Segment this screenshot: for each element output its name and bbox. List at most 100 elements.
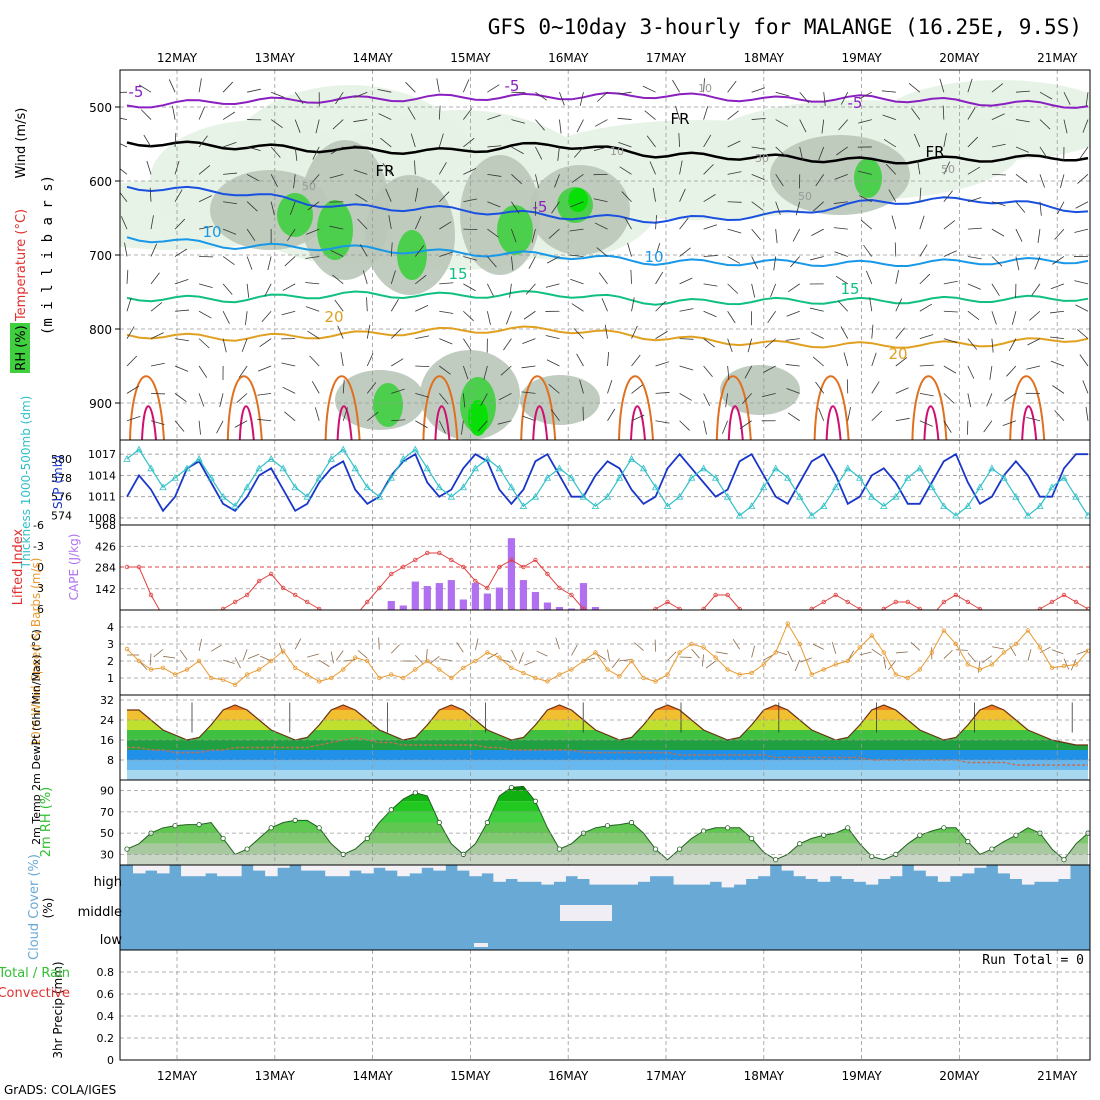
wind-barb [281, 310, 296, 316]
wind-barb [955, 649, 968, 651]
wind-barb [678, 132, 680, 147]
wind-barb [727, 365, 730, 380]
high-cloud-gap [949, 865, 963, 877]
wind-barb [859, 195, 872, 203]
temperature-label: Temperature (°C) [14, 209, 29, 322]
wind-barb [486, 311, 491, 325]
high-cloud-gap [301, 865, 314, 871]
wind-speed-point [1025, 628, 1031, 633]
lifted-index-point [618, 621, 622, 625]
high-cloud-gap [541, 865, 554, 885]
thickness-point [435, 483, 443, 491]
wind-barb [198, 310, 212, 319]
temp-band [127, 705, 1088, 710]
wind-barb [535, 91, 548, 101]
thickness-tick-label: 580 [51, 453, 72, 466]
wind-barb [1015, 174, 1028, 184]
wind-barb [618, 142, 632, 148]
temperature-line [127, 704, 1088, 746]
wind-barb [414, 245, 425, 257]
wind-speed-point [449, 675, 454, 681]
lifted-index-point [557, 585, 562, 591]
wind-barb [305, 256, 320, 259]
wind-barb [1077, 174, 1089, 184]
lifted-index-point [798, 614, 802, 618]
wind-barb [939, 78, 945, 93]
wind-barb [439, 365, 451, 375]
wind-speed-point [124, 646, 130, 652]
lifted-index-point [136, 564, 142, 570]
wind-barb [630, 269, 632, 284]
high-cloud-gap [925, 865, 939, 877]
thickness-point [447, 492, 456, 500]
wind-barb [315, 119, 320, 134]
high-cloud-gap [637, 865, 651, 882]
high-cloud-gap [457, 865, 470, 871]
thickness-point [363, 483, 371, 491]
wind-barb [611, 658, 620, 669]
rh-point [700, 828, 707, 834]
wind-barb [1085, 92, 1089, 107]
wind-barb [607, 352, 609, 367]
wind-barb [463, 256, 477, 261]
wind-barb [198, 225, 213, 230]
thickness-point [231, 502, 239, 510]
lifted-index-point [870, 614, 874, 618]
wind-barb [967, 107, 976, 120]
high-cloud-gap [841, 865, 855, 879]
thickness-point [351, 464, 359, 472]
wind-barb [246, 228, 256, 241]
li-ticks: -6 -3 0 3 6 142 284 426 568 [33, 519, 116, 616]
wind-barb [198, 420, 201, 435]
rh-point [652, 846, 659, 852]
wind-barb [405, 81, 416, 93]
cape-bar [591, 607, 600, 610]
top-date-label: 19MAY [841, 51, 882, 65]
thickness-point [291, 483, 299, 491]
wind-barb [126, 326, 135, 339]
high-cloud-gap [601, 865, 615, 885]
lifted-index-point [665, 599, 670, 605]
wind-speed-point [557, 672, 562, 677]
wind-speed-point [292, 665, 298, 670]
thickness-point [735, 511, 744, 519]
wind-barb [294, 91, 304, 104]
wind-barb [986, 393, 993, 407]
wind-barb [794, 659, 801, 672]
surface-contour [1021, 405, 1038, 440]
top-date-axis: 12MAY 13MAY 14MAY 15MAY 16MAY 17MAY 18MAY 19MAY… [157, 51, 1078, 65]
lifted-index-point [750, 614, 754, 618]
low-cloud-gap [474, 943, 488, 947]
wind-barb [617, 117, 632, 120]
contour-label: -5 [129, 83, 144, 101]
wind-barb [487, 114, 501, 120]
wind-tick-label: 4 [107, 621, 114, 634]
high-cloud-gap [385, 865, 398, 871]
wind-barb [619, 659, 632, 662]
lifted-index-point [401, 564, 406, 570]
wind-barb [511, 174, 522, 185]
wind-barb [294, 638, 302, 650]
lifted-index-point [965, 599, 971, 605]
rh-tick-label: 30 [100, 848, 114, 861]
wind-barb [198, 135, 208, 148]
precip-grid [120, 950, 1090, 1060]
wind-barb [415, 335, 430, 340]
wind-barb [775, 146, 787, 157]
wind-speed-point [689, 641, 694, 647]
wind-barb [511, 228, 517, 243]
rh-point [364, 835, 370, 842]
wind-barb [439, 338, 453, 345]
wind-barb [511, 119, 526, 124]
lifted-index-point [280, 585, 286, 591]
wind-barb [222, 256, 235, 265]
wind-barb [487, 228, 499, 238]
run-total: Run Total = 0 [982, 953, 1084, 968]
wind-barb [535, 119, 545, 131]
cape-bar [435, 583, 443, 610]
wind-speed-point [473, 658, 478, 664]
pressure-tick-label: 700 [89, 249, 112, 263]
wind-barb [150, 420, 165, 425]
wind-barb [908, 82, 921, 93]
cape-bar [483, 593, 491, 610]
